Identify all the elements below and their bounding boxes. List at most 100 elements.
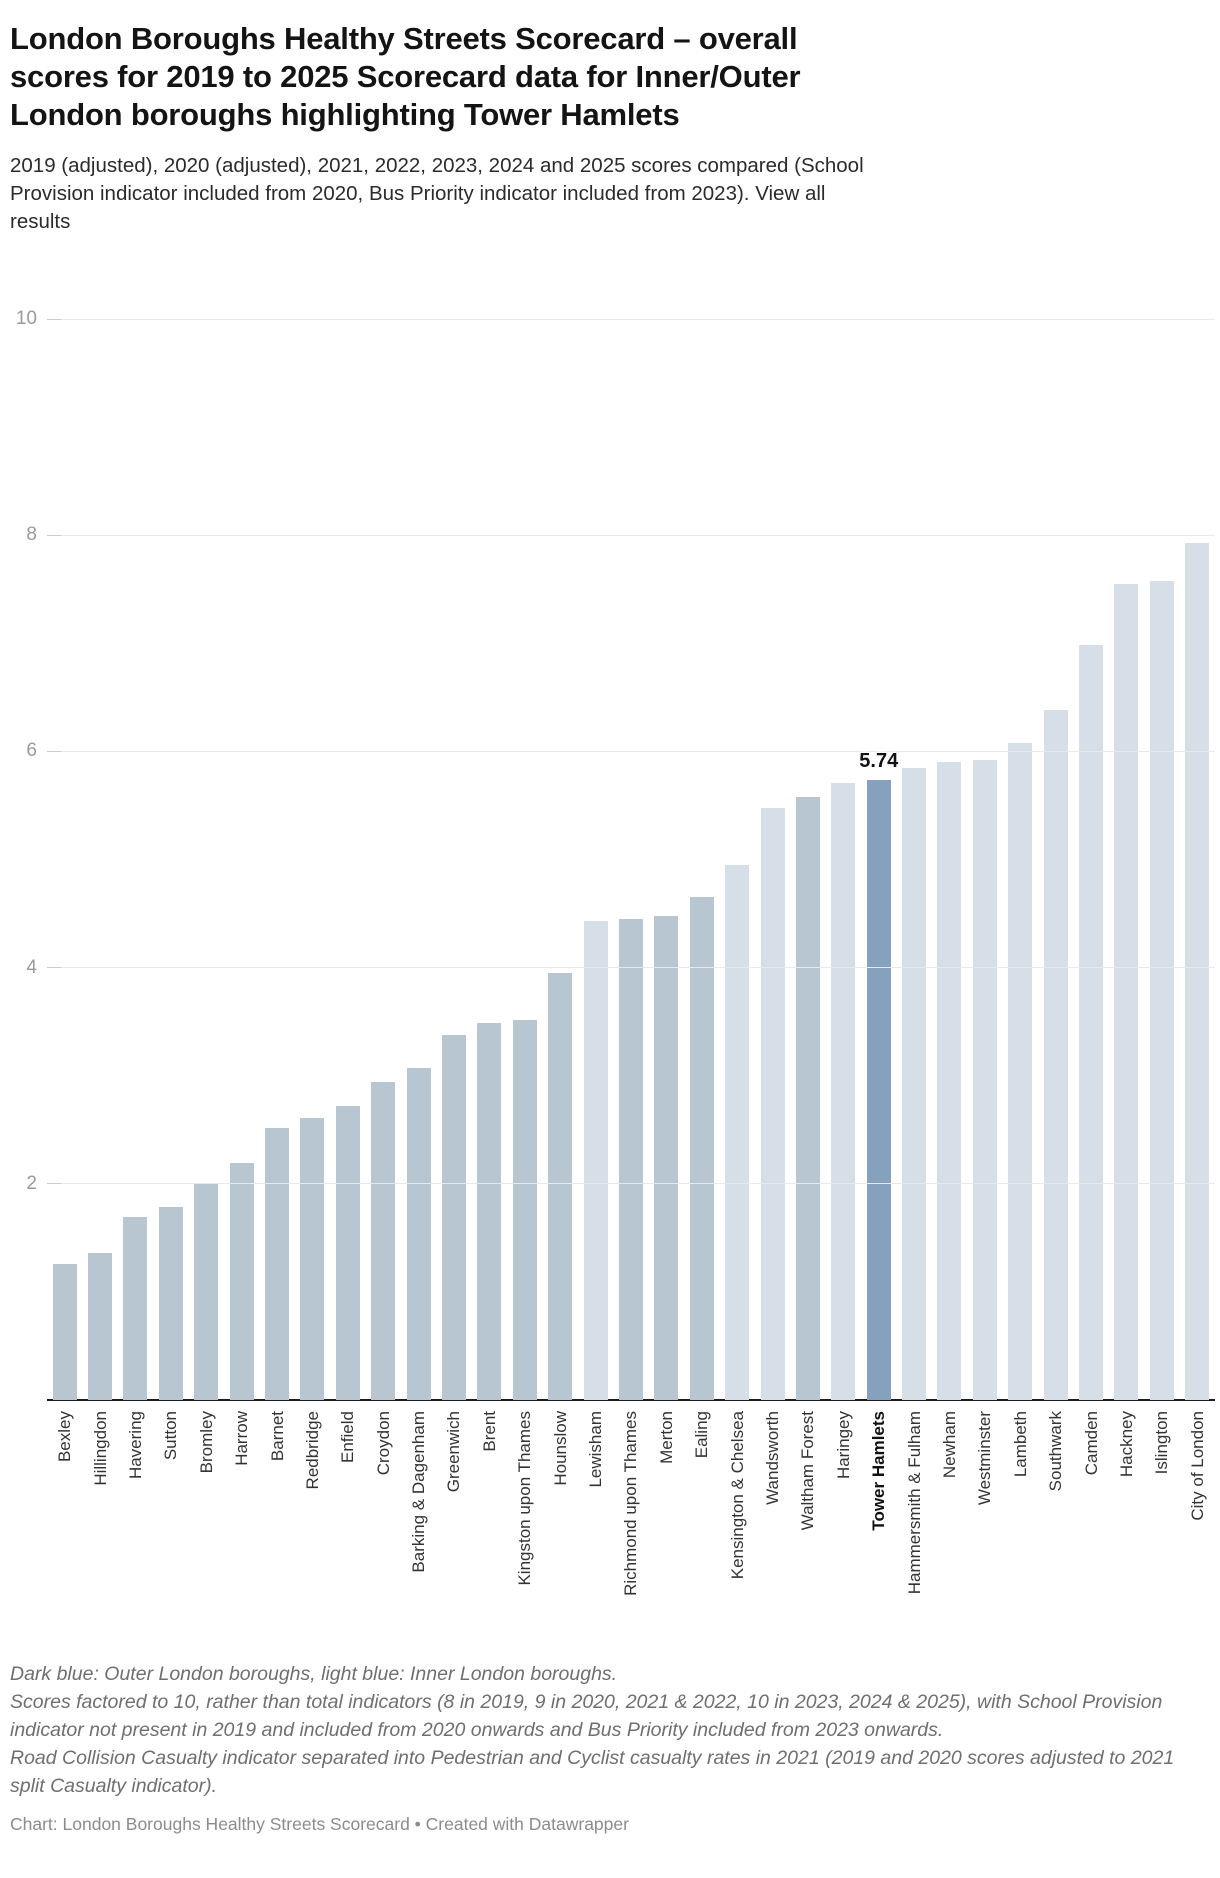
bar-slot <box>472 1022 507 1400</box>
view-all-results-link[interactable]: results <box>10 210 71 233</box>
x-label-richmond-upon-thames: Richmond upon Thames <box>621 1411 641 1596</box>
tick-mark <box>47 967 61 969</box>
x-label-slot: Barnet <box>259 1411 294 1461</box>
chart-title-line: London Boroughs Healthy Streets Scorecar… <box>10 21 798 56</box>
x-label-hammersmith-fulham: Hammersmith & Fulham <box>904 1411 924 1595</box>
x-label-slot: City of London <box>1180 1411 1215 1521</box>
x-label-newham: Newham <box>939 1411 959 1479</box>
chart-subtitle-line[interactable]: Provision indicator included from 2020, … <box>10 182 826 205</box>
bar-islington[interactable] <box>1149 580 1174 1400</box>
bar-greenwich[interactable] <box>441 1034 466 1400</box>
x-label-hounslow: Hounslow <box>550 1411 570 1486</box>
x-label-slot: Camden <box>1073 1411 1108 1475</box>
y-tick-label-10: 10 <box>15 308 37 329</box>
x-label-slot: Bexley <box>47 1411 82 1462</box>
bar-hammersmith-fulham[interactable] <box>902 767 927 1400</box>
bar-richmond-upon-thames[interactable] <box>618 918 643 1400</box>
bar-ealing[interactable] <box>689 897 714 1400</box>
x-label-slot: Tower Hamlets <box>861 1411 896 1531</box>
bar-waltham-forest[interactable] <box>795 796 820 1400</box>
x-label-slot: Croydon <box>366 1411 401 1475</box>
x-label-slot: Hammersmith & Fulham <box>896 1411 931 1594</box>
bar-brent[interactable] <box>477 1022 502 1400</box>
bar-kensington-chelsea[interactable] <box>725 864 750 1400</box>
x-label-brent: Brent <box>479 1411 499 1452</box>
bar-haringey[interactable] <box>831 782 856 1400</box>
x-label-barnet: Barnet <box>267 1411 287 1462</box>
bar-slot <box>1073 645 1108 1400</box>
y-tick-label-8: 8 <box>26 524 37 546</box>
bar-tower-hamlets[interactable] <box>866 779 891 1400</box>
bar-merton[interactable] <box>654 915 679 1400</box>
x-label-hackney: Hackney <box>1116 1411 1136 1478</box>
bar-slot <box>755 807 790 1400</box>
plot-area: 2 4 6 8 10 5.74 <box>10 242 1215 1401</box>
bar-slot <box>118 1217 153 1400</box>
footnote-legend: Dark blue: Outer London boroughs, light … <box>10 1663 618 1685</box>
gridline-10 <box>47 318 1215 320</box>
y-tick-label-2: 2 <box>26 1172 37 1194</box>
bar-slot <box>1144 580 1179 1400</box>
bar-bromley[interactable] <box>194 1182 219 1400</box>
bar-westminster[interactable] <box>972 760 997 1400</box>
bar-slot <box>366 1082 401 1400</box>
bar-southwark[interactable] <box>1043 710 1068 1400</box>
bar-sutton[interactable] <box>158 1206 183 1400</box>
bar-slot <box>295 1117 330 1400</box>
bar-hounslow[interactable] <box>548 973 573 1400</box>
chart-title-line: London boroughs highlighting Tower Hamle… <box>10 97 680 132</box>
page: London Boroughs Healthy Streets Scorecar… <box>10 20 1215 1834</box>
bar-slot <box>1180 542 1215 1400</box>
chart-subtitle: 2019 (adjusted), 2020 (adjusted), 2021, … <box>10 152 1210 236</box>
bar-barnet[interactable] <box>265 1127 290 1400</box>
bar-bexley[interactable] <box>52 1263 77 1400</box>
x-label-slot: Brent <box>472 1411 507 1452</box>
bar-slot <box>1003 742 1038 1400</box>
bar-lewisham[interactable] <box>583 921 608 1400</box>
bar-slot <box>153 1206 188 1400</box>
bar-slot <box>578 921 613 1400</box>
x-label-slot: Kingston upon Thames <box>507 1411 542 1586</box>
bar-lambeth[interactable] <box>1008 742 1033 1400</box>
bar-slot <box>649 915 684 1400</box>
bar-slot <box>826 782 861 1400</box>
gridline-4 <box>47 967 1215 969</box>
bar-croydon[interactable] <box>371 1082 396 1400</box>
x-label-southwark: Southwark <box>1046 1411 1066 1492</box>
x-label-slot: Richmond upon Thames <box>613 1411 648 1596</box>
x-label-slot: Haringey <box>826 1411 861 1479</box>
x-label-slot: Hounslow <box>542 1411 577 1486</box>
bar-slot <box>330 1105 365 1400</box>
bar-newham[interactable] <box>937 762 962 1400</box>
bar-slot <box>861 779 896 1400</box>
x-axis-line <box>47 1399 1215 1401</box>
bar-hillingdon[interactable] <box>88 1252 113 1400</box>
bar-havering[interactable] <box>123 1217 148 1400</box>
x-label-slot: Islington <box>1144 1411 1179 1474</box>
x-label-slot: Sutton <box>153 1411 188 1460</box>
bar-barking-dagenham[interactable] <box>406 1068 431 1400</box>
tick-mark <box>47 750 61 752</box>
bar-slot <box>189 1182 224 1400</box>
x-label-bexley: Bexley <box>55 1411 75 1463</box>
bar-slot <box>1038 710 1073 1400</box>
x-label-slot: Harrow <box>224 1411 259 1466</box>
x-label-haringey: Haringey <box>833 1411 853 1480</box>
chart-title: London Boroughs Healthy Streets Scorecar… <box>10 20 1210 134</box>
bar-redbridge[interactable] <box>300 1117 325 1400</box>
x-label-merton: Merton <box>656 1411 676 1464</box>
tick-mark <box>47 534 61 536</box>
bar-hackney[interactable] <box>1114 583 1139 1400</box>
x-label-slot: Redbridge <box>295 1411 330 1489</box>
bar-wandsworth[interactable] <box>760 807 785 1400</box>
x-label-barking-dagenham: Barking & Dagenham <box>409 1411 429 1573</box>
bar-camden[interactable] <box>1079 645 1104 1400</box>
bar-kingston-upon-thames[interactable] <box>512 1019 537 1400</box>
bar-city-of-london[interactable] <box>1185 542 1210 1400</box>
bar-slot <box>259 1127 294 1400</box>
x-label-camden: Camden <box>1081 1411 1101 1476</box>
bar-harrow[interactable] <box>229 1163 254 1400</box>
x-label-slot: Barking & Dagenham <box>401 1411 436 1573</box>
bar-enfield[interactable] <box>335 1105 360 1400</box>
bar-slot <box>790 796 825 1400</box>
